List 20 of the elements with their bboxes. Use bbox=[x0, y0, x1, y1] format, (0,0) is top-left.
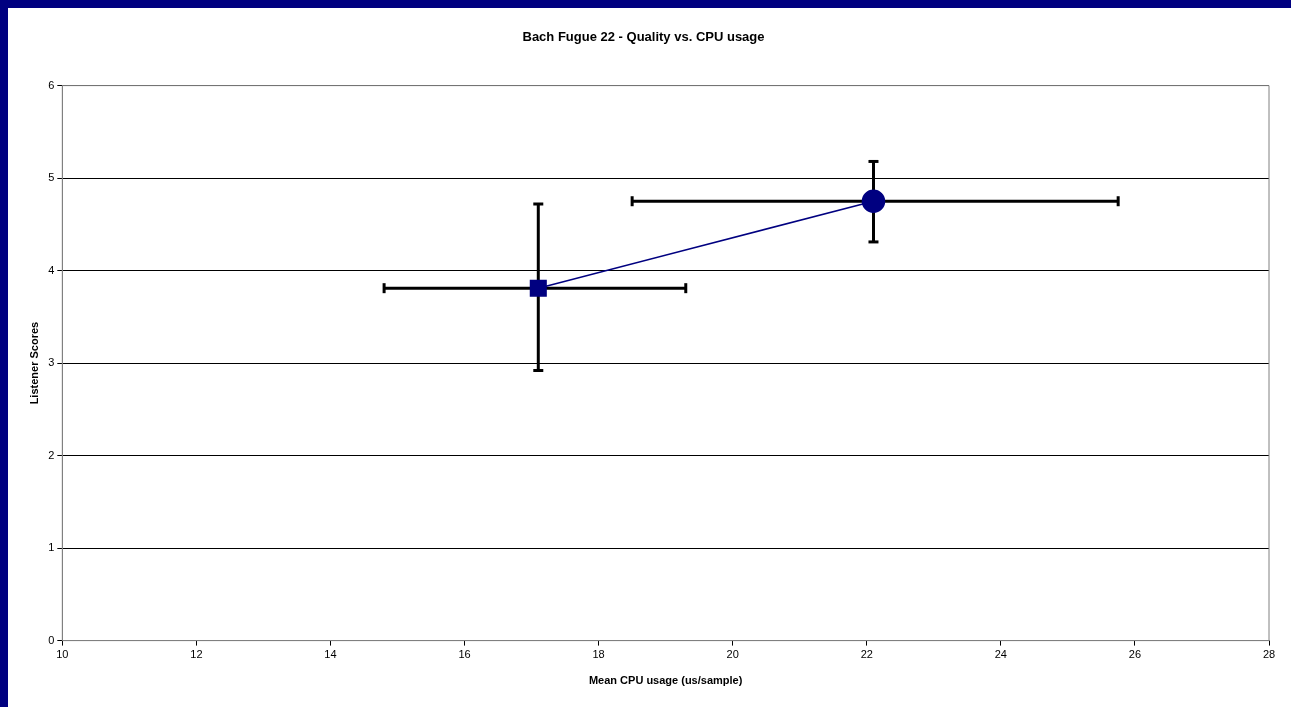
x-tick-label: 12 bbox=[190, 648, 203, 661]
y-tick-label: 1 bbox=[48, 541, 55, 554]
y-tick-label: 3 bbox=[48, 356, 55, 369]
y-tick-label: 6 bbox=[48, 78, 55, 91]
x-tick-label: 24 bbox=[994, 648, 1007, 661]
y-tick-label: 0 bbox=[48, 633, 55, 646]
x-tick-label: 10 bbox=[56, 648, 69, 661]
y-tick-label: 5 bbox=[48, 171, 55, 184]
y-tick-label: 4 bbox=[48, 263, 55, 276]
x-tick-label: 28 bbox=[1262, 648, 1276, 661]
x-axis-title: Mean CPU usage (us/sample) bbox=[588, 674, 743, 687]
x-tick-label: 26 bbox=[1128, 648, 1142, 661]
x-tick-label: 16 bbox=[458, 648, 471, 661]
chart-title: Bach Fugue 22 - Quality vs. CPU usage bbox=[522, 29, 765, 45]
x-tick-label: 14 bbox=[324, 648, 337, 661]
x-tick-label: 22 bbox=[860, 648, 873, 661]
x-tick-label: 20 bbox=[726, 648, 739, 661]
y-tick-label: 2 bbox=[48, 448, 55, 461]
x-tick-label: 18 bbox=[592, 648, 605, 661]
y-axis-title: Listener Scores bbox=[27, 321, 40, 405]
